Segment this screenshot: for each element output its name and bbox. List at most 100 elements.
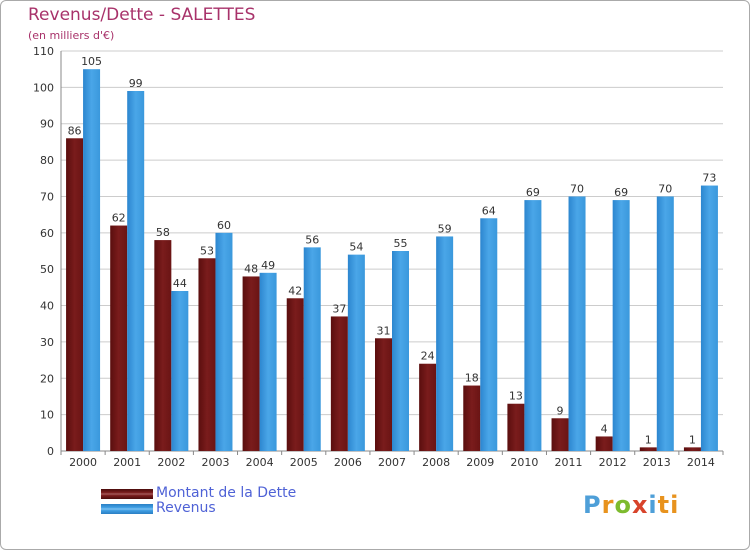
data-label-revenus-2013: 70 xyxy=(658,182,672,195)
legend-swatch-dette xyxy=(101,489,153,499)
bar-dette-2008 xyxy=(419,363,437,451)
x-tick-label-2001: 2001 xyxy=(113,456,141,469)
data-label-dette-2009: 18 xyxy=(465,372,479,385)
x-tick-label-2008: 2008 xyxy=(422,456,450,469)
bar-revenus-2005 xyxy=(303,247,321,451)
bar-revenus-2012 xyxy=(612,200,630,451)
logo-letter-o: o xyxy=(614,491,632,519)
bar-revenus-2013 xyxy=(656,196,674,451)
bar-revenus-2014 xyxy=(700,185,718,451)
data-label-revenus-2000: 105 xyxy=(81,55,102,68)
proxiti-logo: Proxiti xyxy=(583,491,679,519)
bar-dette-2005 xyxy=(286,298,304,451)
data-label-dette-2012: 4 xyxy=(601,422,608,435)
bar-dette-2004 xyxy=(242,276,260,451)
logo-letter-i: i xyxy=(648,491,658,519)
data-label-dette-2014: 1 xyxy=(689,433,696,446)
x-tick-label-2002: 2002 xyxy=(157,456,185,469)
data-label-revenus-2011: 70 xyxy=(570,182,584,195)
bar-revenus-2007 xyxy=(392,251,409,451)
y-tick-label: 90 xyxy=(40,118,54,131)
data-label-revenus-2014: 73 xyxy=(702,172,716,185)
y-tick-label: 10 xyxy=(40,409,54,422)
bar-revenus-2000 xyxy=(83,69,101,451)
bar-revenus-2001 xyxy=(127,91,145,451)
chart-title: Revenus/Dette - SALETTES xyxy=(28,5,256,25)
bar-dette-2000 xyxy=(66,138,84,452)
y-tick-label: 30 xyxy=(40,336,54,349)
x-tick-label-2006: 2006 xyxy=(334,456,362,469)
bar-revenus-2004 xyxy=(259,272,277,451)
x-tick-label-2000: 2000 xyxy=(69,456,97,469)
bar-dette-2013 xyxy=(639,447,657,451)
bar-dette-2006 xyxy=(330,316,348,451)
data-label-dette-2010: 13 xyxy=(509,390,523,403)
y-tick-label: 0 xyxy=(47,445,54,458)
logo-letter-r: r xyxy=(601,491,615,519)
data-label-dette-2008: 24 xyxy=(421,350,435,363)
logo-letter-x: x xyxy=(631,491,649,519)
legend-swatch-revenus xyxy=(101,504,153,514)
x-tick-label-2014: 2014 xyxy=(687,456,715,469)
data-label-revenus-2012: 69 xyxy=(614,186,628,199)
x-tick-label-2011: 2011 xyxy=(555,456,583,469)
bar-revenus-2011 xyxy=(568,196,586,451)
y-tick-label: 80 xyxy=(40,154,54,167)
bar-dette-2011 xyxy=(551,418,569,451)
y-tick-label: 40 xyxy=(40,300,54,313)
data-label-dette-2003: 53 xyxy=(200,244,214,257)
data-label-dette-2001: 62 xyxy=(112,212,126,225)
data-label-dette-2013: 1 xyxy=(645,433,652,446)
y-tick-label: 100 xyxy=(33,81,54,94)
data-label-revenus-2004: 49 xyxy=(261,259,275,272)
data-label-dette-2007: 31 xyxy=(377,324,391,337)
bar-dette-2014 xyxy=(683,447,701,451)
logo-letter-ti: ti xyxy=(657,491,680,519)
legend-label-dette: Montant de la Dette xyxy=(156,485,297,501)
x-tick-label-2009: 2009 xyxy=(466,456,494,469)
bar-dette-2007 xyxy=(375,338,392,451)
bar-revenus-2010 xyxy=(524,200,542,451)
bar-revenus-2009 xyxy=(480,218,498,451)
data-label-dette-2011: 9 xyxy=(557,404,564,417)
data-label-revenus-2005: 56 xyxy=(305,233,319,246)
legend-label-revenus: Revenus xyxy=(156,500,216,516)
x-tick-label-2003: 2003 xyxy=(201,456,229,469)
bar-revenus-2008 xyxy=(436,236,454,451)
bar-revenus-2003 xyxy=(215,232,233,451)
data-label-dette-2005: 42 xyxy=(288,284,302,297)
data-label-revenus-2001: 99 xyxy=(129,77,143,90)
data-label-dette-2004: 48 xyxy=(244,262,258,275)
bar-dette-2001 xyxy=(110,225,128,451)
y-tick-label: 50 xyxy=(40,263,54,276)
y-tick-label: 70 xyxy=(40,190,54,203)
x-tick-label-2013: 2013 xyxy=(643,456,671,469)
bar-dette-2009 xyxy=(463,385,481,451)
bar-revenus-2002 xyxy=(171,291,189,451)
x-tick-label-2010: 2010 xyxy=(510,456,538,469)
chart-subtitle: (en milliers d'€) xyxy=(28,29,115,42)
bar-dette-2012 xyxy=(595,436,613,451)
x-tick-label-2004: 2004 xyxy=(246,456,274,469)
x-tick-label-2012: 2012 xyxy=(599,456,627,469)
data-label-revenus-2006: 54 xyxy=(349,241,363,254)
x-tick-label-2005: 2005 xyxy=(290,456,318,469)
data-label-revenus-2007: 55 xyxy=(394,237,408,250)
data-label-dette-2006: 37 xyxy=(332,302,346,315)
x-tick-label-2007: 2007 xyxy=(378,456,406,469)
data-label-dette-2000: 86 xyxy=(68,124,82,137)
data-label-dette-2002: 58 xyxy=(156,226,170,239)
data-label-revenus-2009: 64 xyxy=(482,204,496,217)
data-label-revenus-2010: 69 xyxy=(526,186,540,199)
y-tick-label: 60 xyxy=(40,227,54,240)
logo-letter-p: P xyxy=(583,491,602,519)
bar-dette-2010 xyxy=(507,403,525,451)
data-label-revenus-2008: 59 xyxy=(438,222,452,235)
data-label-revenus-2002: 44 xyxy=(173,277,187,290)
y-tick-label: 110 xyxy=(33,45,54,58)
data-label-revenus-2003: 60 xyxy=(217,219,231,232)
bar-revenus-2006 xyxy=(347,254,365,451)
bar-dette-2003 xyxy=(198,258,216,451)
bar-dette-2002 xyxy=(154,240,172,451)
